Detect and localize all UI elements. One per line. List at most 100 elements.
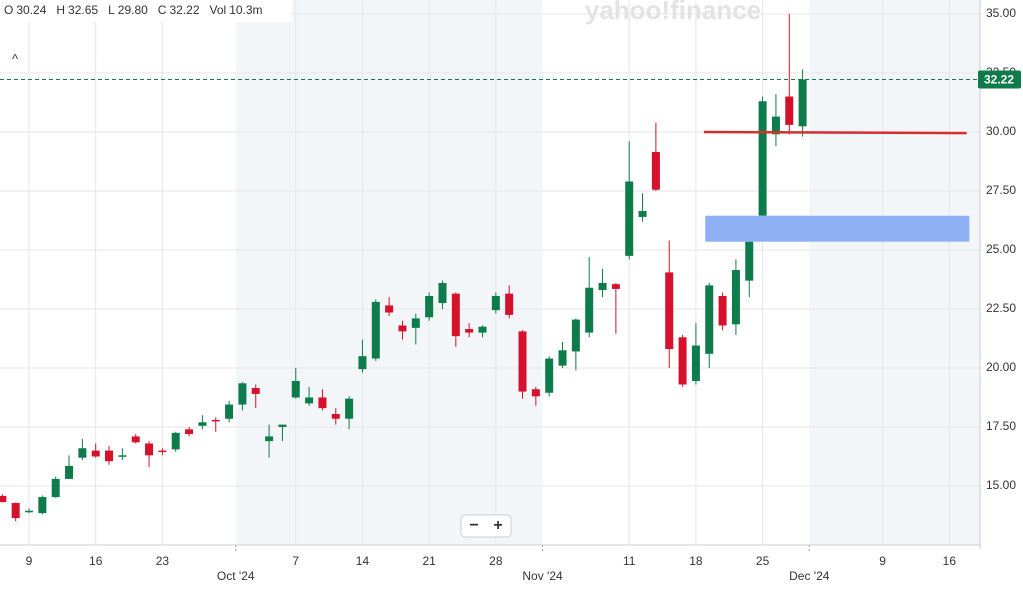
x-tick-label: 18 [689,554,703,568]
zoom-in[interactable]: + [493,517,502,534]
candle-body [265,436,274,442]
x-tick-label: 16 [89,554,103,568]
candle-body [385,305,394,313]
candle-body [11,502,20,519]
x-tick-label: 9 [26,554,33,568]
candle-body [185,429,194,435]
candle-body [38,497,47,514]
candle-body [438,283,447,304]
quote-label: O [4,3,13,17]
quote: O 30.24 H 32.65 L 29.80 C 32.22 Vol 10.3m [4,3,263,17]
candle-body [625,181,634,256]
candle-body [131,436,140,443]
quote-label: C [158,3,167,17]
watermark: yahoo!finance [585,0,761,25]
candle-body [665,272,674,350]
candle-body [345,398,354,419]
candle-body [305,397,314,404]
candle-body [371,301,380,359]
candle-body [0,495,7,503]
candle-body [491,295,500,311]
candle-body [718,295,727,326]
candle-body [225,404,234,419]
y-tick-label: 25.00 [986,242,1016,256]
candle-body [691,345,700,381]
candle-body [758,101,767,216]
candle-body [678,337,687,385]
candle-body [425,295,434,318]
y-tick-label: 35.00 [986,6,1016,20]
candle-body [558,350,567,366]
candle-body [518,331,527,392]
grid [0,0,980,545]
candle-body [318,397,327,409]
x-tick-label: 14 [356,554,370,568]
candle-body [331,414,340,419]
y-tick-label: 30.00 [986,124,1016,138]
candle-body [651,152,660,190]
candle-body [145,443,154,456]
quote-value: 10.3m [229,3,262,17]
candle-body [465,329,474,333]
quote-label: Vol [210,3,227,17]
quote-value: 30.24 [16,3,46,17]
candle-body [545,358,554,393]
candles [0,13,807,522]
last-price-tag [978,70,1021,89]
x-tick-label: 7 [292,554,299,568]
candle-body [105,450,114,462]
x-tick-label: 21 [422,554,436,568]
candle-body [278,424,287,427]
y-tick-label: 17.50 [986,419,1016,433]
background [235,0,980,545]
quote-label: H [56,3,65,17]
zoom-out[interactable]: − [469,517,478,534]
candle-body [638,211,647,217]
candle-body [798,79,807,127]
quote-box [0,0,292,22]
trend-line [703,130,967,135]
collapse-button[interactable]: ^ [12,51,19,66]
candle-body [451,293,460,337]
candle-body [118,455,127,457]
month-shade [809,0,980,545]
candle-body [65,465,74,479]
y-tick-label: 15.00 [986,478,1016,492]
candle-body [731,270,740,325]
y-tick-label: 20.00 [986,360,1016,374]
candle-body [705,285,714,354]
y-tick-label: 27.50 [986,183,1016,197]
quote-value: 32.22 [169,3,199,17]
candle-body [238,383,247,405]
zoom-control [460,514,512,538]
candle-body [411,318,420,328]
candle-body [25,510,34,513]
x-tick-label: 25 [756,554,770,568]
candle-body [585,287,594,333]
candle-body [158,450,167,453]
candle-body [251,388,260,394]
candle-body [211,419,220,422]
candle-body [771,116,780,135]
candle-body [51,478,60,498]
candle-body [598,283,607,291]
candle-body [78,448,87,458]
month-shade [235,0,543,545]
quote-value: 29.80 [118,3,148,17]
x-tick-label: 11 [623,554,636,568]
candle-body [505,293,514,315]
x-tick-label: 9 [879,554,886,568]
candle-body [611,284,620,289]
candle-body [398,325,407,332]
y-tick-label: 22.50 [986,301,1016,315]
candle-body [171,432,180,450]
month-label: Oct '24 [217,569,255,583]
candle-body [745,241,754,281]
candle-body [91,450,100,457]
candle-body [571,319,580,352]
candle-body [198,422,207,426]
last-price-label: 32.22 [984,73,1014,87]
x-tick-label: 28 [489,554,503,568]
candle-body [531,389,540,397]
